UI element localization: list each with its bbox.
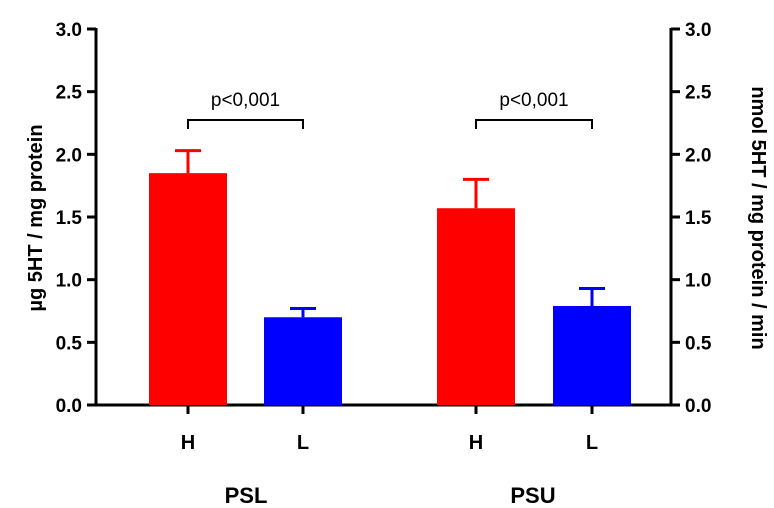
bars-layer	[149, 149, 631, 405]
left-y-axis-title: µg 5HT / mg protein	[25, 124, 47, 311]
right-y-axis: 0.0 0.5 1.0 1.5 2.0 2.5 3.0	[669, 20, 712, 417]
left-y-tick-label: 3.0	[56, 20, 82, 41]
x-axis: H L PSL H L PSU	[94, 403, 673, 508]
group-label: PSU	[510, 483, 555, 508]
right-y-tick-label: 0.0	[685, 396, 711, 417]
left-y-tick-label: 0.5	[56, 333, 83, 354]
category-label: L	[297, 432, 309, 454]
category-label: H	[469, 432, 483, 454]
p-value-label: p<0,001	[211, 90, 280, 111]
significance-bracket	[187, 119, 304, 129]
left-y-tick-label: 0.0	[56, 396, 82, 417]
right-y-tick-label: 0.5	[685, 333, 712, 354]
significance-bracket	[475, 119, 593, 129]
right-y-axis-title: nmol 5HT / mg protein / min	[747, 86, 769, 349]
p-value-label: p<0,001	[499, 90, 568, 111]
left-y-tick-label: 1.0	[56, 271, 82, 292]
bar-PSL-L	[264, 317, 342, 405]
significance-annotations: p<0,001 p<0,001	[187, 90, 593, 129]
bar-PSU-L	[553, 305, 631, 405]
right-y-tick-label: 1.5	[685, 208, 712, 229]
category-label: H	[181, 432, 195, 454]
right-y-tick-label: 3.0	[685, 20, 711, 41]
category-label: L	[586, 432, 598, 454]
left-y-tick-label: 1.5	[56, 208, 83, 229]
group-label: PSL	[225, 483, 268, 508]
bar-PSL-H	[149, 173, 227, 405]
bar-PSU-H	[437, 208, 515, 405]
left-y-axis: 0.0 0.5 1.0 1.5 2.0 2.5 3.0	[56, 20, 98, 417]
right-y-tick-label: 1.0	[685, 271, 711, 292]
right-y-tick-label: 2.0	[685, 145, 711, 166]
left-y-tick-label: 2.5	[56, 83, 83, 104]
left-y-tick-label: 2.0	[56, 145, 82, 166]
right-y-tick-label: 2.5	[685, 83, 712, 104]
